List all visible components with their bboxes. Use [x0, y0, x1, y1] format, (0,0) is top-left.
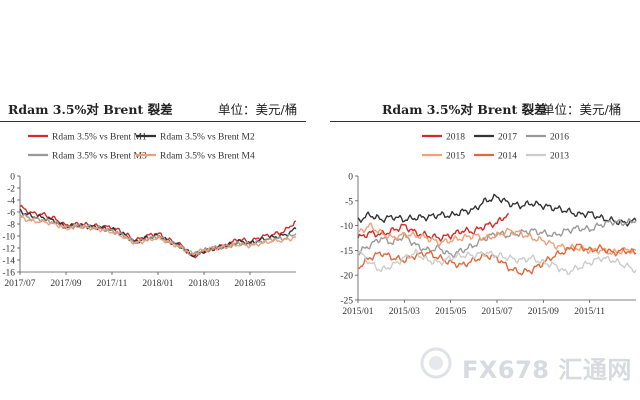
series-line-rdam-3-5-vs-brent-m4: [19, 215, 297, 256]
left-chart-title: Rdam 3.5%对 Brent 裂差: [8, 102, 173, 117]
x-tick-label: 2015/01: [342, 307, 373, 317]
legend-label: Rdam 3.5% vs Brent M4: [160, 152, 255, 162]
series-line-2018: [357, 212, 510, 242]
legend-label: Rdam 3.5% vs Brent M2: [160, 133, 255, 143]
y-tick-label: -6: [7, 209, 15, 219]
legend-label: 2013: [550, 152, 569, 162]
legend-label: 2018: [446, 133, 465, 143]
series-line-2017: [357, 193, 637, 227]
right-title-rule: [330, 121, 640, 122]
series-line-rdam-3-5-vs-brent-m1: [19, 204, 297, 259]
y-tick-label: -14: [2, 257, 15, 267]
left-title-rule: [0, 121, 306, 122]
y-tick-label: -8: [7, 221, 15, 231]
x-tick-label: 2015/05: [435, 307, 466, 317]
y-tick-label: -12: [2, 245, 15, 255]
series-line-2014: [358, 243, 637, 276]
y-tick-label: -10: [340, 222, 353, 232]
y-tick-label: -5: [345, 197, 353, 207]
y-tick-label: 0: [348, 173, 353, 183]
legend-label: 2017: [498, 133, 517, 143]
y-tick-label: 0: [10, 173, 15, 183]
x-tick-label: 2018/05: [234, 279, 265, 289]
y-tick-label: -16: [2, 269, 15, 279]
series-line-2016: [357, 218, 637, 259]
y-tick-label: -10: [2, 233, 15, 243]
legend-label: 2015: [446, 152, 465, 162]
y-tick-label: -20: [340, 272, 353, 282]
y-tick-label: -4: [7, 197, 15, 207]
watermark-text: FX678 汇通网: [462, 356, 632, 384]
y-tick-label: -25: [340, 297, 353, 307]
legend-label: Rdam 3.5% vs Brent M1: [52, 133, 147, 143]
left-chart-unit: 单位：美元/桶: [218, 102, 298, 117]
y-tick-label: -2: [7, 185, 15, 195]
x-tick-label: 2018/03: [188, 279, 219, 289]
watermark-logo-icon: FX678 汇通网: [420, 347, 452, 379]
right-chart-unit: 单位：美元/桶: [542, 102, 622, 117]
x-tick-label: 2015/03: [389, 307, 420, 317]
x-tick-label: 2015/07: [481, 307, 512, 317]
x-tick-label: 2017/09: [50, 279, 81, 289]
legend-label: 2014: [498, 152, 517, 162]
x-tick-label: 2018/01: [142, 279, 173, 289]
series-line-rdam-3-5-vs-brent-m2: [19, 208, 297, 258]
series-line-2013: [357, 248, 637, 276]
y-tick-label: -15: [340, 247, 353, 257]
series-line-2015: [357, 222, 637, 255]
x-tick-label: 2017/07: [4, 279, 35, 289]
x-tick-label: 2017/11: [97, 279, 128, 289]
legend-label: 2016: [550, 133, 569, 143]
right-chart-title: Rdam 3.5%对 Brent 裂差: [382, 102, 547, 117]
x-tick-label: 2015/11: [574, 307, 605, 317]
x-tick-label: 2015/09: [528, 307, 559, 317]
legend-label: Rdam 3.5% vs Brent M3: [52, 152, 147, 162]
